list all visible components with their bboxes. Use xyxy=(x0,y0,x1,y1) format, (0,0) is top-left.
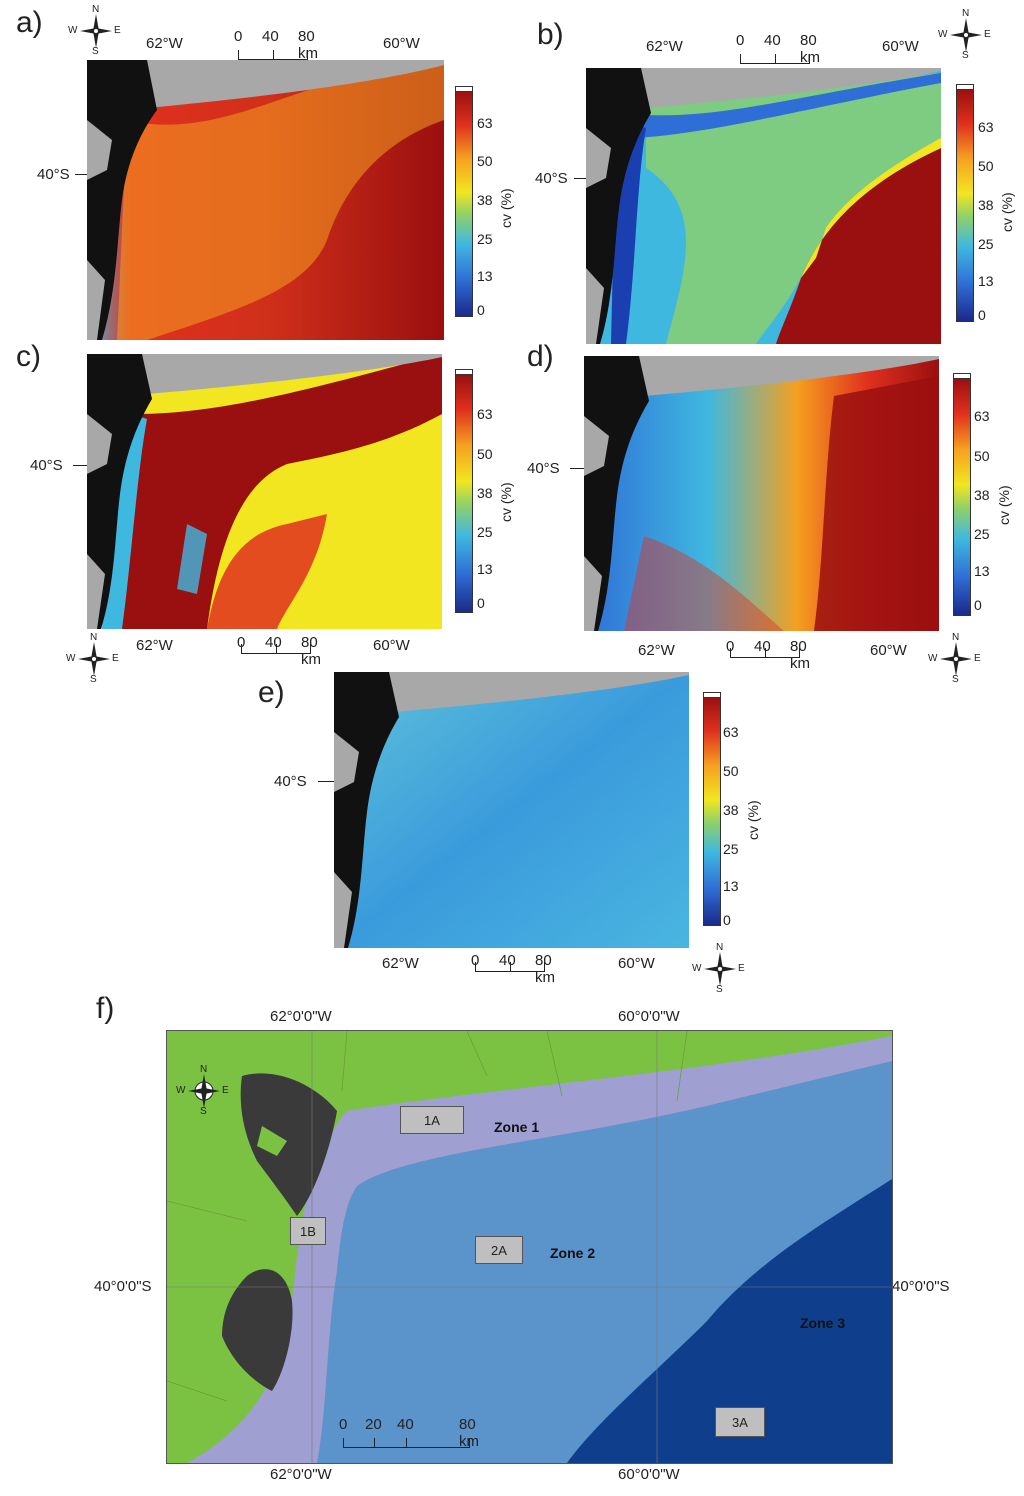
lon-60-label: 60°W xyxy=(383,35,420,52)
scale-bar: 0 40 80 km xyxy=(726,638,810,672)
zone-lat-40-left: 40°0'0"S xyxy=(94,1278,152,1295)
panel-c-label: c) xyxy=(16,340,41,373)
station-1b: 1B xyxy=(290,1217,326,1245)
zone-lat-40-right: 40°0'0"S xyxy=(892,1278,950,1295)
colorbar-title: cv (%) xyxy=(498,482,514,522)
colorbar-title: cv (%) xyxy=(999,192,1015,232)
scale-bar: 0 40 80 km xyxy=(736,32,820,66)
zone-lon-60-top: 60°0'0"W xyxy=(618,1008,680,1025)
scale-bar: 0 40 80 km xyxy=(237,634,321,668)
panel-e-label: e) xyxy=(258,676,285,709)
colorbar-title: cv (%) xyxy=(498,188,514,228)
lon-60-label: 60°W xyxy=(373,637,410,654)
colorbar-e xyxy=(703,692,721,926)
lat-40-label: 40°S xyxy=(274,773,307,790)
zone-scale-bar: 0 20 40 80 km xyxy=(339,1416,479,1450)
lat-40-label: 40°S xyxy=(535,170,568,187)
colorbar-title: cv (%) xyxy=(996,485,1012,525)
compass-rose-icon: N S W E xyxy=(928,632,981,685)
panel-a-label: a) xyxy=(16,6,43,39)
scale-bar: 0 40 80 km xyxy=(234,28,318,62)
compass-rose-icon: N S W E xyxy=(176,1064,229,1117)
lon-62-label: 62°W xyxy=(136,637,173,654)
compass-rose-icon: N S W E xyxy=(938,8,991,61)
compass-north-label: N xyxy=(92,4,100,15)
lon-60-label: 60°W xyxy=(618,955,655,972)
colorbar-b xyxy=(956,84,974,322)
cv-map-b xyxy=(586,68,941,344)
cv-map-d xyxy=(584,356,939,631)
cv-map-a xyxy=(87,60,444,340)
lon-62-label: 62°W xyxy=(638,642,675,659)
lon-62-label: 62°W xyxy=(146,35,183,52)
zone-3-label: Zone 3 xyxy=(800,1315,846,1331)
station-1a: 1A xyxy=(400,1106,464,1134)
panel-d-label: d) xyxy=(527,340,554,373)
lat-40-label: 40°S xyxy=(527,460,560,477)
lon-60-label: 60°W xyxy=(882,38,919,55)
panel-b-label: b) xyxy=(537,18,564,51)
lon-62-label: 62°W xyxy=(646,38,683,55)
compass-rose-icon: N S W E xyxy=(68,4,121,57)
lat-40-label: 40°S xyxy=(37,166,70,183)
lat-40-label: 40°S xyxy=(30,457,63,474)
zone-map xyxy=(166,1030,893,1464)
zone-lon-62-bottom: 62°0'0"W xyxy=(270,1466,332,1483)
colorbar-a xyxy=(455,86,473,317)
compass-west-label: W xyxy=(68,25,78,36)
compass-east-label: E xyxy=(114,25,121,36)
zone-lon-62-top: 62°0'0"W xyxy=(270,1008,332,1025)
zone-lon-60-bottom: 60°0'0"W xyxy=(618,1466,680,1483)
zone-1-label: Zone 1 xyxy=(494,1119,540,1135)
colorbar-d xyxy=(953,373,971,616)
cv-map-c xyxy=(87,354,442,629)
panel-f-label: f) xyxy=(96,992,115,1025)
cv-map-e xyxy=(334,672,689,948)
station-2a: 2A xyxy=(475,1236,523,1264)
lon-60-label: 60°W xyxy=(870,642,907,659)
colorbar-title: cv (%) xyxy=(745,800,761,840)
compass-south-label: S xyxy=(92,46,99,57)
zone-2-label: Zone 2 xyxy=(550,1245,596,1261)
lon-62-label: 62°W xyxy=(382,955,419,972)
colorbar-c xyxy=(455,369,473,613)
compass-rose-icon: N S W E xyxy=(66,632,119,685)
compass-rose-icon: N S W E xyxy=(692,942,745,995)
scale-bar: 0 40 80 km xyxy=(471,952,555,986)
station-3a: 3A xyxy=(715,1407,765,1437)
